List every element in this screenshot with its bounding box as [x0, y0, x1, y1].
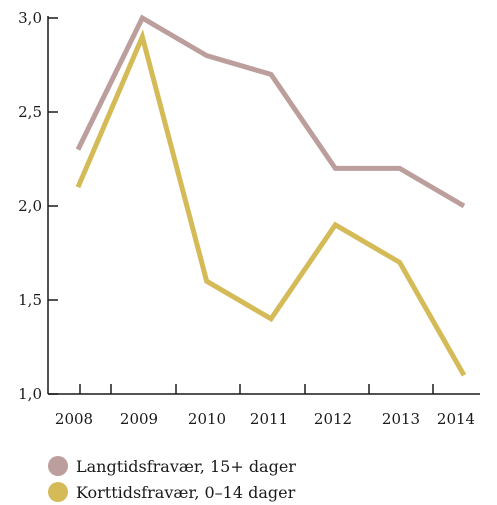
- series-lines: [75, 14, 467, 377]
- y-tick-label: 1,5: [18, 291, 42, 309]
- x-tick-label: 2008: [55, 410, 93, 428]
- legend: Langtidsfravær, 15+ dager Korttidsfravær…: [48, 453, 296, 505]
- series-line-korttid: [75, 29, 467, 377]
- x-tick-label: 2009: [120, 410, 158, 428]
- y-ticks: 1,0 1,5 2,0 2,5 3,0: [18, 9, 58, 403]
- x-tick-label: 2011: [250, 410, 288, 428]
- x-tick-label: 2012: [314, 410, 352, 428]
- y-tick-label: 2,0: [18, 197, 42, 215]
- x-ticks: 2008 2009 2010 2011 2012 2013 2014: [55, 384, 475, 428]
- legend-item-langtid: Langtidsfravær, 15+ dager: [48, 453, 296, 479]
- legend-swatch-langtid: [48, 456, 68, 476]
- y-tick-label: 3,0: [18, 9, 42, 27]
- y-tick-label: 2,5: [18, 103, 42, 121]
- legend-label-langtid: Langtidsfravær, 15+ dager: [76, 456, 296, 476]
- legend-item-korttid: Korttidsfravær, 0–14 dager: [48, 479, 296, 505]
- x-tick-label: 2013: [382, 410, 420, 428]
- x-tick-label: 2014: [437, 410, 475, 428]
- legend-swatch-korttid: [48, 482, 68, 502]
- y-tick-label: 1,0: [18, 385, 42, 403]
- series-line-langtid: [75, 14, 466, 209]
- legend-label-korttid: Korttidsfravær, 0–14 dager: [76, 482, 296, 502]
- axes: [47, 16, 480, 395]
- line-chart: 1,0 1,5 2,0 2,5 3,0 2008 2009 2010 2011 2012 2013…: [18, 9, 480, 428]
- x-tick-label: 2010: [188, 410, 226, 428]
